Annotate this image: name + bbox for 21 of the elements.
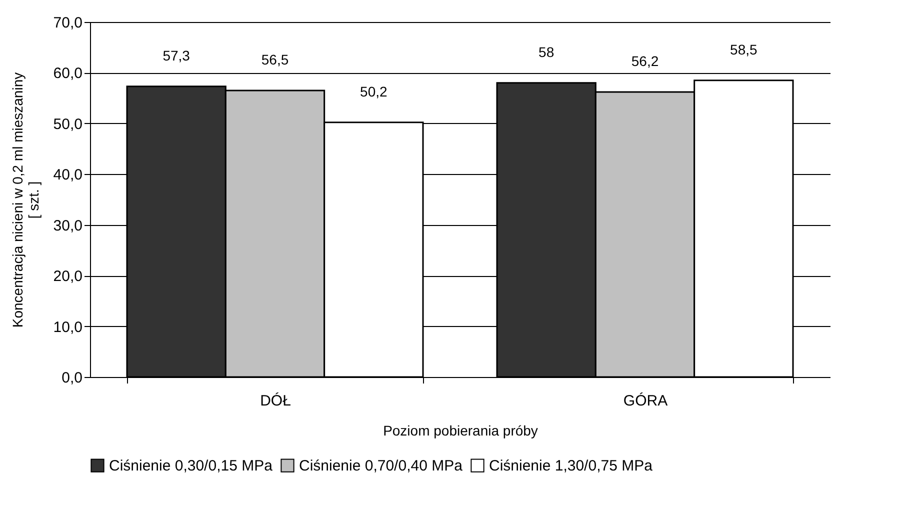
- y-tick-label: 60,0: [53, 65, 82, 82]
- y-tick-label: 30,0: [53, 217, 82, 234]
- x-axis-title: Poziom pobierania próby: [383, 422, 538, 438]
- data-label: 57,3: [162, 47, 190, 64]
- y-tick-label: 40,0: [53, 166, 82, 184]
- data-label: 58,5: [730, 41, 758, 58]
- data-label: 58: [538, 44, 554, 60]
- data-label: 56,2: [631, 52, 659, 69]
- y-axis-title: Koncentracja nicieni w 0,2 ml mieszaniny [ szt. ]: [9, 72, 42, 328]
- data-label: 50,2: [360, 83, 388, 100]
- x-tick-label: DÓŁ: [260, 392, 291, 410]
- legend-label: Ciśnienie 0,70/0,40 MPa: [299, 458, 464, 475]
- x-tick-label: GÓRA: [623, 392, 668, 410]
- y-tick-label: 20,0: [53, 268, 82, 286]
- y-tick-label: 0,0: [62, 370, 82, 386]
- y-tick-label: 70,0: [53, 14, 82, 32]
- y-tick-label: 10,0: [53, 318, 82, 336]
- y-tick-label: 50,0: [53, 116, 82, 133]
- legend-label: Ciśnienie 1,30/0,75 MPa: [489, 458, 654, 475]
- data-label: 56,5: [261, 51, 289, 68]
- legend-label: Ciśnienie 0,30/0,15 MPa: [109, 458, 274, 475]
